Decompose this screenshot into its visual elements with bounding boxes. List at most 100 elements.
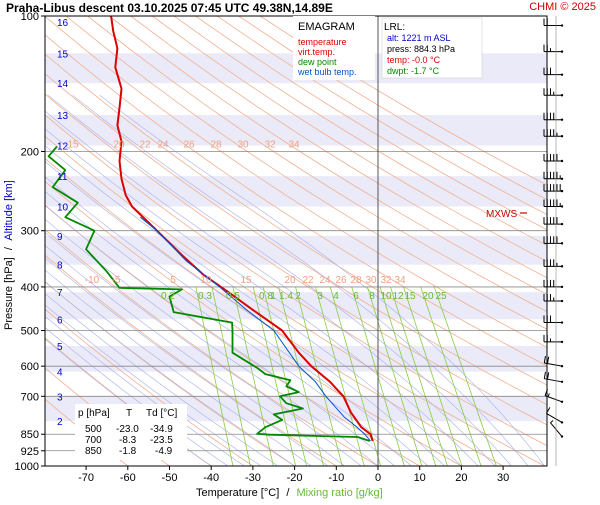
wind-barb-dot [561,242,563,244]
wind-barb-dot [561,435,563,437]
credit-label: CHMI © 2025 [529,1,596,13]
svg-text:-8.3: -8.3 [119,435,137,446]
mixing-ratio-label: 1.4 [279,291,293,302]
temperature-tick-label: 20 [455,472,467,484]
wind-barb-dot [561,223,563,225]
altitude-tick-label: 14 [57,79,69,90]
theta-label: 15 [67,139,79,150]
wind-barb-dot [561,421,563,423]
pressure-tick-label: 600 [21,361,39,373]
temperature-tick-label: 10 [414,472,426,484]
temperature-tick-label: -40 [203,472,219,484]
ylabel-pressure: Pressure [hPa] [3,257,15,330]
mixing-ratio-label: 3 [317,291,323,302]
temperature-tick-label: -50 [162,472,178,484]
x-axis-label: Temperature [°C] / Mixing ratio [g/kg] [196,487,383,499]
mixing-ratio-label: 0.5 [226,291,240,302]
table-header-td: Td [°C] [146,408,177,419]
legend-item-dew-point: dew point [298,57,337,67]
xlabel-mix: Mixing ratio [g/kg] [296,487,382,499]
theta-label: 26 [183,139,195,150]
theta-label: -10 [85,275,100,286]
mixing-ratio-label: 20 [422,291,434,302]
altitude-tick-label: 11 [57,172,68,183]
pressure-tick-label: 200 [21,146,39,158]
table-row: 700 -8.3 -23.5 [85,435,173,446]
pressure-tick-label: 1000 [15,461,39,473]
theta-label: 15 [240,275,252,286]
wind-barb-dot [561,135,563,137]
summary-table: p [hPa] T Td [°C] 500 -23.0 -34.9 700 -8… [75,404,187,460]
lrl-box: LRL: alt: 1221 m ASL press: 884.3 hPa te… [382,18,482,78]
altitude-tick-label: 10 [57,202,69,213]
temperature-tick-label: -60 [120,472,136,484]
wind-barb-dot [561,381,563,383]
wind-barb-dot [561,94,563,96]
wind-barb-dot [561,178,563,180]
wind-barb-dot [561,341,563,343]
theta-label: 26 [335,275,347,286]
theta-label: 20 [284,275,296,286]
altitude-tick-label: 7 [57,288,63,299]
legend: EMAGRAM temperature virt.temp. dew point… [293,16,375,80]
legend-item-temperature: temperature [298,37,347,47]
theta-label: 30 [237,139,249,150]
mixing-ratio-label: 2 [295,291,301,302]
temperature-tick-label: -70 [78,472,94,484]
altitude-tick-label: 9 [57,232,63,243]
mxws-label: MXWS [486,209,517,220]
svg-text:700: 700 [85,435,102,446]
lrl-dwpt: dwpt: -1.7 °C [387,66,440,76]
temperature-tick-label: 30 [497,472,509,484]
svg-text:500: 500 [85,424,102,435]
wind-barb-dot [561,300,563,302]
altitude-tick-label: 8 [57,261,63,272]
pressure-tick-label: 400 [21,282,39,294]
wind-barb-dot [561,205,563,207]
svg-text:-4.9: -4.9 [155,446,173,457]
mixing-ratio-label: 4 [333,291,339,302]
temperature-tick-label: -20 [287,472,303,484]
legend-item-wet-bulb: wet bulb temp. [297,67,357,77]
altitude-tick-label: 5 [57,342,63,353]
temperature-tick-label: 0 [375,472,381,484]
wind-barb-dot [561,73,563,75]
wind-barb-dot [561,190,563,192]
svg-text:-23.0: -23.0 [116,424,139,435]
theta-label: 5 [170,275,176,286]
table-row: 500 -23.0 -34.9 [85,424,173,435]
svg-text:-1.8: -1.8 [119,446,137,457]
altitude-tick-label: 3 [57,392,63,403]
theta-label: 10 [200,275,212,286]
y-axis-label: Pressure [hPa] / Altitude [km] [3,180,15,330]
altitude-band [45,236,547,265]
theta-label: 24 [157,139,169,150]
mixing-ratio-label: 0.3 [198,291,212,302]
pressure-tick-label: 700 [21,391,39,403]
table-header-t: T [126,408,132,419]
theta-label: 32 [264,139,276,150]
svg-text:-34.9: -34.9 [150,424,173,435]
ylabel-altitude: Altitude [km] [3,180,15,241]
temperature-tick-label: -10 [328,472,344,484]
altitude-tick-label: 15 [57,49,69,60]
wind-barb-dot [561,50,563,52]
wind-barb-dot [561,286,563,288]
xlabel-sep: / [286,487,290,499]
wind-barb-dot [561,119,563,121]
wind-barb-dot [561,265,563,267]
theta-label: 32 [380,275,392,286]
theta-label: 22 [302,275,314,286]
pressure-tick-label: 300 [21,226,39,238]
legend-item-virt-temp: virt.temp. [298,47,335,57]
ylabel-sep: / [3,246,15,250]
theta-label: 30 [365,275,377,286]
altitude-tick-label: 4 [57,368,63,379]
mixing-ratio-label: 25 [435,291,447,302]
theta-label: 24 [319,275,331,286]
theta-label: 34 [394,275,406,286]
lrl-press: press: 884.3 hPa [387,44,455,54]
mixing-ratio-label: 8 [369,291,375,302]
theta-label: 28 [350,275,362,286]
